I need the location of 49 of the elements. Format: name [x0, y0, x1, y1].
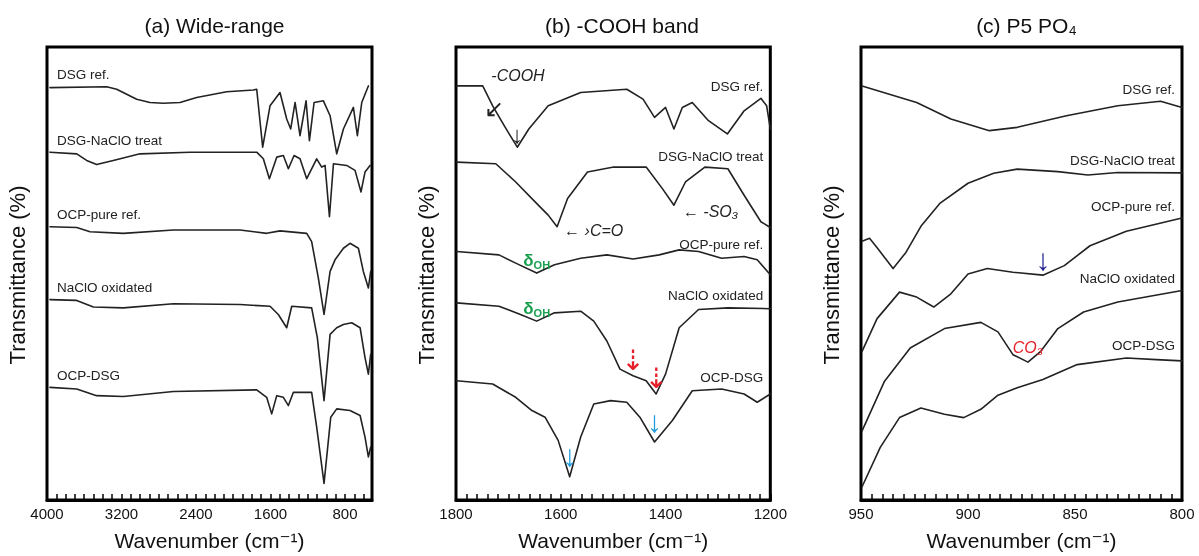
chart-title: (c) P5 PO₄ — [976, 14, 1077, 37]
x-tick-label: 850 — [1062, 505, 1088, 522]
y-axis-title: Transmittance (%) — [818, 185, 844, 365]
series-label: DSG-NaClO treat — [658, 149, 764, 165]
annotation: ← -SO₃ — [682, 202, 739, 220]
annotation: ⇣ — [621, 345, 645, 377]
x-tick-label: 3200 — [104, 505, 139, 522]
series-label: NaClO oxidated — [1079, 270, 1175, 286]
annotation: CO₃ — [1012, 338, 1044, 356]
x-tick-label: 1400 — [648, 505, 683, 522]
series-label: OCP-pure ref. — [1090, 198, 1175, 214]
annotation: ↓ — [647, 404, 663, 438]
x-tick-label: 4000 — [30, 505, 64, 522]
series-label: NaClO oxidated — [668, 288, 764, 304]
x-tick-label: 900 — [955, 505, 981, 522]
chart-title: (b) -COOH band — [544, 14, 700, 37]
x-axis-title: Wavenumber (cm⁻¹) — [518, 529, 709, 552]
chart-title: (a) Wide-range — [144, 14, 285, 37]
series-label: DSG ref. — [1122, 81, 1175, 97]
annotation: ⇣ — [644, 363, 668, 395]
y-axis-title: Transmittance (%) — [4, 185, 30, 365]
text: -COOH — [491, 66, 546, 84]
series-label: NaClO oxidated — [56, 280, 153, 296]
series-label: OCP-DSG — [56, 367, 120, 383]
series-label: OCP-pure ref. — [679, 237, 764, 253]
x-tick-label: 800 — [332, 505, 358, 522]
annotation: δOH — [523, 299, 551, 319]
annotation: ↓ — [511, 120, 524, 148]
y-axis-title: Transmittance (%) — [413, 185, 439, 365]
annotation: ↓ — [1035, 242, 1051, 276]
annotation: ↓ — [562, 439, 578, 473]
series-label: DSG ref. — [56, 67, 110, 83]
x-tick-label: 2400 — [179, 505, 213, 522]
x-tick-label: 1200 — [753, 505, 787, 522]
x-tick-label: 1600 — [253, 505, 288, 522]
x-tick-label: 1600 — [544, 505, 578, 522]
x-axis-title: Wavenumber (cm⁻¹) — [114, 529, 305, 552]
series-label: OCP-DSG — [700, 369, 764, 385]
x-axis-title: Wavenumber (cm⁻¹) — [926, 529, 1117, 552]
x-tick-label: 1800 — [439, 505, 473, 522]
annotation: δOH — [523, 251, 551, 271]
x-tick-label: 800 — [1169, 505, 1195, 522]
series-label: OCP-DSG — [1111, 338, 1175, 354]
series-label: OCP-pure ref. — [56, 207, 142, 223]
x-tick-label: 950 — [848, 505, 874, 522]
annotation: ← ›C=O — [564, 222, 624, 240]
series-label: DSG-NaClO treat — [1069, 152, 1176, 168]
series-label: DSG-NaClO treat — [56, 132, 163, 148]
series-label: DSG ref. — [710, 78, 764, 94]
